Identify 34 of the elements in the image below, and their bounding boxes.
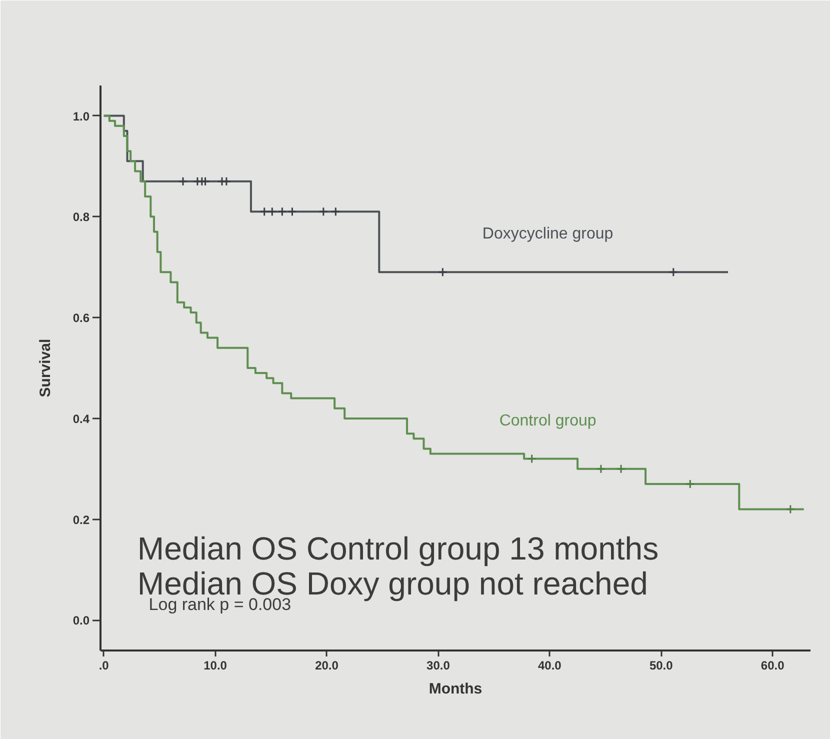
- y-tick-label: 0.4: [72, 412, 90, 426]
- x-tick-label: .0: [98, 658, 110, 672]
- point: [438, 267, 448, 277]
- point: [287, 206, 297, 216]
- y-tick-label: 0.0: [72, 614, 90, 628]
- x-tick-label: 30.0: [426, 658, 450, 672]
- point: [596, 464, 606, 474]
- y-tick-label: 0.6: [72, 311, 90, 326]
- point: [178, 176, 188, 186]
- x-tick-label: 40.0: [538, 658, 562, 672]
- series-label: Control group: [499, 412, 596, 430]
- x-axis-title: Months: [428, 680, 482, 698]
- point: [277, 206, 287, 216]
- x-tick-label: 60.0: [760, 658, 785, 672]
- point: [685, 479, 695, 489]
- point: [616, 464, 626, 474]
- x-tick-label: 20.0: [315, 658, 339, 672]
- annotation: Log rank p = 0.003: [148, 595, 292, 614]
- y-tick-label: 1.0: [72, 109, 90, 124]
- series-label: Doxycycline group: [482, 226, 614, 243]
- annotation: Median OS Control group 13 months: [137, 530, 659, 567]
- point: [222, 176, 232, 186]
- point: [786, 504, 796, 514]
- y-axis-title: Survival: [36, 338, 54, 398]
- point: [267, 206, 277, 216]
- point: [330, 206, 340, 216]
- x-tick-label: 50.0: [649, 658, 674, 672]
- y-tick-label: 0.2: [72, 512, 90, 527]
- point: [260, 206, 270, 216]
- x-tick-label: 10.0: [204, 658, 228, 672]
- point: [527, 454, 537, 464]
- point: [668, 267, 678, 277]
- y-tick-label: 0.8: [72, 210, 90, 224]
- point: [318, 206, 328, 216]
